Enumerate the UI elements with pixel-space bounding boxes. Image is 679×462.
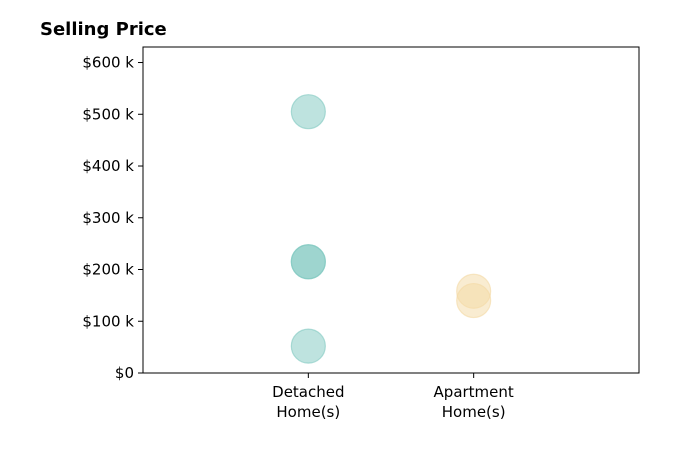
scatter-point-detached <box>290 94 326 130</box>
y-tick-label: $200 k <box>82 261 134 279</box>
y-tick-label: $300 k <box>82 209 134 227</box>
scatter-point-detached <box>290 328 326 364</box>
plot-frame <box>142 46 640 374</box>
y-tick-label: $0 <box>115 364 134 382</box>
data-points <box>290 94 492 364</box>
y-tick-label: $400 k <box>82 157 134 175</box>
x-tick-label: Detached Home(s) <box>272 383 344 421</box>
scatter-point-apartment <box>456 282 492 319</box>
y-tick-label: $100 k <box>82 312 134 330</box>
x-tick-label: Apartment Home(s) <box>434 383 514 421</box>
y-axis: $0 $100 k $200 k $300 k $400 k $500 k $600 k <box>82 54 143 382</box>
x-axis: Detached Home(s) Apartment Home(s) <box>272 373 514 421</box>
y-tick-label: $500 k <box>82 105 134 123</box>
chart-title: Selling Price <box>40 19 167 40</box>
y-tick-label: $600 k <box>82 54 134 72</box>
scatter-point-detached <box>290 244 326 280</box>
